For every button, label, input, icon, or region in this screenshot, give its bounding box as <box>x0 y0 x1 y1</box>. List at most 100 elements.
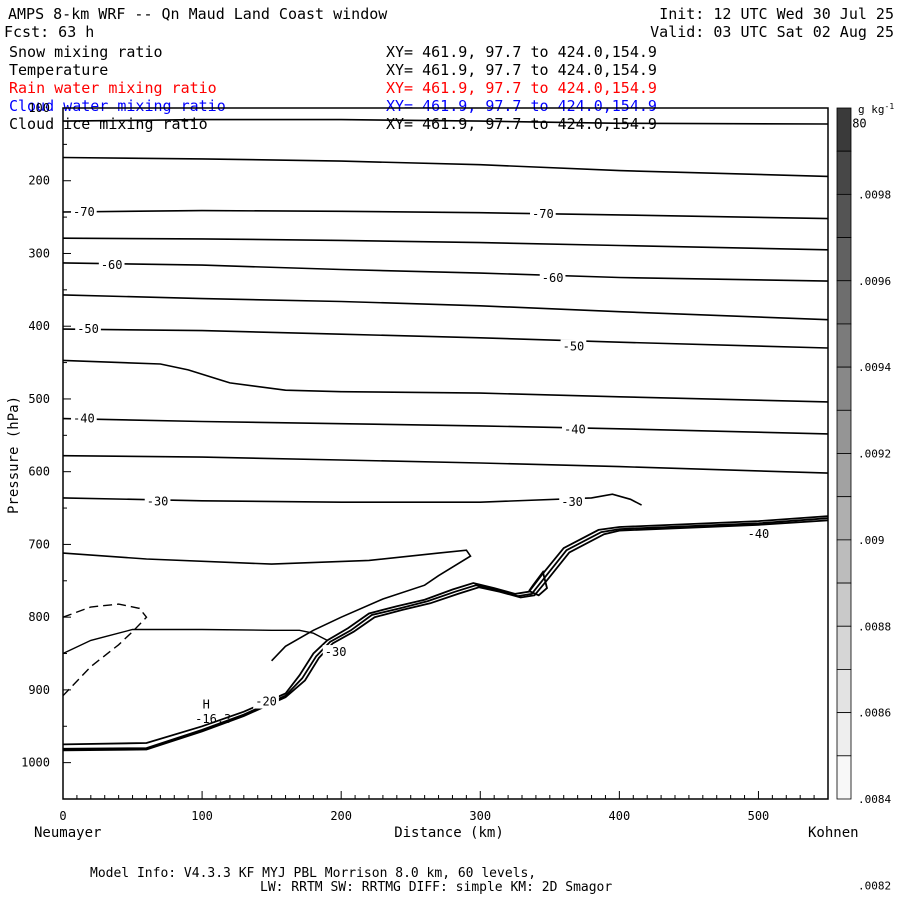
isotherm-label: -70 <box>532 207 554 221</box>
colorbar-swatch <box>836 193 852 238</box>
isotherm-label-bg <box>559 495 585 510</box>
colorbar-label: .0084 <box>858 793 891 806</box>
isotherm-line <box>62 118 829 125</box>
isotherm-line <box>62 294 829 321</box>
isotherm-label: -30 <box>325 645 347 659</box>
isotherm-line <box>62 209 829 220</box>
terrain-line <box>62 515 829 746</box>
field-name: Cloud ice mixing ratio <box>9 115 208 133</box>
axes: 0 100 200 300 400 500 100 200 300 400 500 600 700 800… <box>21 101 815 823</box>
footer-line-2: LW: RRTM SW: RRTMG DIFF: simple KM: 2D S… <box>260 880 612 895</box>
plot-title: AMPS 8-km WRF -- Qn Maud Land Coast wind… <box>8 5 388 23</box>
colorbar-label: .0096 <box>858 275 891 288</box>
x-tick-label: 200 <box>330 809 352 823</box>
colorbar: .0098 .0096 .0094 .0092 .009 .0088 .0086 .0084.… <box>836 107 891 892</box>
isotherm-label-bg <box>562 422 588 437</box>
snow-contour <box>62 603 148 697</box>
isotherm-label-bg <box>75 322 101 337</box>
field-name: Rain water mixing ratio <box>9 79 217 97</box>
y-tick-label: 500 <box>28 392 50 406</box>
isotherm-line <box>62 454 829 474</box>
terrain-line <box>62 519 829 752</box>
y-tick-label: 100 <box>28 101 50 115</box>
colorbar-label: .0088 <box>858 620 891 633</box>
colorbar-label: .009 <box>858 534 885 547</box>
forecast-hour: Fcst: 63 h <box>4 23 94 41</box>
x-tick-label: 300 <box>469 809 491 823</box>
isotherm-label: -30 <box>561 495 583 509</box>
extremum-annotation: -16.3 <box>195 712 231 726</box>
isotherm-label: -40 <box>73 412 95 426</box>
extremum-annotation: H <box>203 697 210 711</box>
isotherm-label-bg <box>144 494 171 509</box>
cloud-ice-contour <box>62 628 328 655</box>
isotherm-line <box>62 328 829 349</box>
isotherm-line <box>62 359 829 403</box>
colorbar-swatch <box>836 669 852 714</box>
colorbar-swatch <box>836 496 852 541</box>
isotherm-line <box>62 262 829 282</box>
y-tick-label: 300 <box>28 246 50 260</box>
isotherm-label: -60 <box>542 271 564 285</box>
y-tick-label: 400 <box>28 319 50 333</box>
isotherm-label-bg <box>71 411 97 426</box>
colorbar-swatch <box>836 755 852 800</box>
field-xy: XY= 461.9, 97.7 to 424.0,154.9 <box>386 61 657 79</box>
isotherm-line <box>62 549 472 662</box>
isotherm-label: -70 <box>73 205 95 219</box>
isotherm-label: -40 <box>564 422 586 436</box>
isotherm-label-bg <box>71 205 97 220</box>
colorbar-swatch <box>836 453 852 498</box>
x-tick-label: 400 <box>609 809 631 823</box>
colorbar-label: .0082 <box>858 879 891 892</box>
isotherm-label: -20 <box>255 695 277 709</box>
field-name: Snow mixing ratio <box>9 43 163 61</box>
y-tick-label: 900 <box>28 683 50 697</box>
isotherm-label-bg <box>560 339 587 354</box>
isotherm-label: -50 <box>563 340 585 354</box>
field-xy: XY= 461.9, 97.7 to 424.0,154.9 <box>386 97 657 115</box>
isotherm-line <box>62 156 829 178</box>
x-tick-label: 500 <box>748 809 770 823</box>
y-tick-label: 800 <box>28 610 50 624</box>
y-tick-label: 1000 <box>21 756 50 770</box>
colorbar-swatch <box>836 323 852 368</box>
colorbar-label: .0094 <box>858 361 891 374</box>
colorbar-swatch <box>836 107 852 152</box>
isotherm-label-bg <box>253 694 279 709</box>
colorbar-swatch <box>836 625 852 670</box>
colorbar-swatch <box>836 712 852 757</box>
plot-frame <box>62 107 829 800</box>
field-xy: XY= 461.9, 97.7 to 424.0,154.9 <box>386 43 657 61</box>
colorbar-label: .0098 <box>858 188 891 201</box>
x-tick-label: 100 <box>191 809 213 823</box>
colorbar-unit: g kg-1 <box>858 102 894 116</box>
y-tick-label: 600 <box>28 465 50 479</box>
isotherm-label-bg <box>745 527 772 542</box>
footer-line-1: Model Info: V4.3.3 KF MYJ PBL Morrison 8… <box>90 866 536 881</box>
right-endpoint-label: Kohnen <box>808 825 859 841</box>
isotherm-label: -60 <box>101 258 123 272</box>
plot-area: -80-70 -70-60-60-50-50-40-40-30 -30-30-20-… <box>62 116 869 752</box>
y-tick-label: 200 <box>28 174 50 188</box>
y-tick-label: 700 <box>28 537 50 551</box>
field-xy: XY= 461.9, 97.7 to 424.0,154.9 <box>386 115 657 133</box>
isotherm-line <box>62 237 829 251</box>
left-endpoint-label: Neumayer <box>34 825 101 841</box>
isotherm-label: -50 <box>77 322 99 336</box>
isotherm-label-bg <box>530 207 556 222</box>
colorbar-swatch <box>836 280 852 325</box>
isotherm-label-bg <box>98 258 125 273</box>
isotherm-label: -40 <box>748 527 770 541</box>
colorbar-swatch <box>836 409 852 454</box>
isotherm-label-bg <box>539 271 566 286</box>
colorbar-label: .0092 <box>858 448 891 461</box>
valid-time: Valid: 03 UTC Sat 02 Aug 25 <box>650 23 894 41</box>
isotherm-line <box>62 493 642 506</box>
init-time: Init: 12 UTC Wed 30 Jul 25 <box>659 5 894 23</box>
field-name: Temperature <box>9 61 108 79</box>
isotherm-line <box>62 417 829 435</box>
isotherm-label-bg <box>322 645 349 660</box>
colorbar-label: .0086 <box>858 707 891 720</box>
